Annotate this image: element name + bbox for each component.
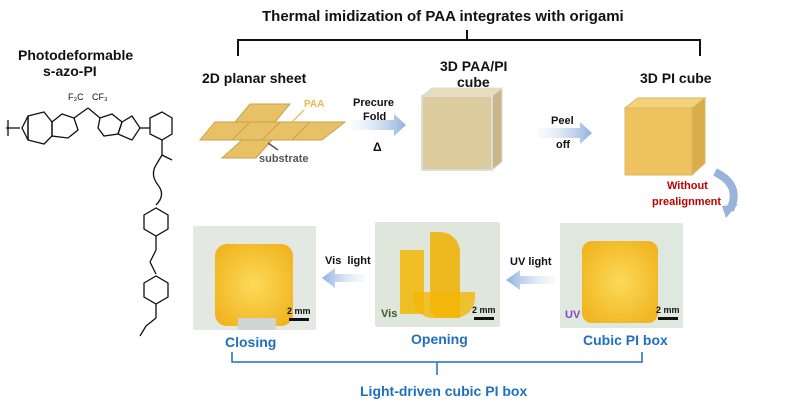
substrate-pointer xyxy=(267,142,279,151)
uv-light-label: UV light xyxy=(510,256,552,268)
paa-label: PAA xyxy=(304,99,325,110)
material-name-line1: Photodeformable xyxy=(18,47,134,63)
scale-bar xyxy=(474,317,494,320)
planar-sheet xyxy=(198,103,347,159)
precure-label: Precure xyxy=(353,97,394,109)
paa-pi-cube xyxy=(420,86,504,172)
closing-label: Closing xyxy=(225,334,277,350)
sheet-label: 2D planar sheet xyxy=(202,70,307,86)
cf3-left: F₃C xyxy=(68,92,84,102)
closing-scale: 2 mm xyxy=(287,306,311,316)
substrate-label: substrate xyxy=(259,153,309,165)
heat-symbol: Δ xyxy=(373,140,382,154)
cubic-photo: UV 2 mm xyxy=(560,223,683,328)
paa-cube-label-line1: 3D PAA/PI xyxy=(440,58,508,74)
fold-label: Fold xyxy=(363,111,387,123)
paa-pointer xyxy=(291,109,305,123)
opening-label: Opening xyxy=(411,331,468,347)
uv-label: UV xyxy=(565,309,581,321)
chemical-structure xyxy=(6,107,173,337)
closing-photo: 2 mm xyxy=(193,226,316,330)
bottom-bracket xyxy=(231,352,643,375)
bottom-label: Light-driven cubic PI box xyxy=(360,383,528,399)
opening-scale: 2 mm xyxy=(472,305,496,315)
cubic-label: Cubic PI box xyxy=(583,332,668,348)
vis-label: Vis xyxy=(381,308,398,320)
scale-bar xyxy=(658,317,678,320)
scale-bar xyxy=(289,318,309,321)
without-label: Without xyxy=(667,180,708,192)
material-name-line2: s-azo-PI xyxy=(43,63,97,79)
vis-light-arrow xyxy=(322,268,365,288)
pi-cube xyxy=(623,96,707,177)
cf3-right: CF₃ xyxy=(92,92,108,102)
figure-title: Thermal imidization of PAA integrates wi… xyxy=(262,8,624,25)
peel-arrow xyxy=(538,122,592,144)
top-bracket xyxy=(237,30,701,56)
precure-arrow xyxy=(352,114,406,136)
pi-cube-label: 3D PI cube xyxy=(640,70,712,86)
uv-light-arrow xyxy=(506,270,555,290)
vis-light-label: Vis light xyxy=(325,255,371,267)
cubic-scale: 2 mm xyxy=(656,305,680,315)
peel-label: Peel xyxy=(551,115,574,127)
prealignment-label: prealignment xyxy=(652,196,722,208)
off-label: off xyxy=(556,139,571,151)
paa-cube-label-line2: cube xyxy=(457,74,490,90)
opening-photo: Vis 2 mm xyxy=(375,222,500,327)
